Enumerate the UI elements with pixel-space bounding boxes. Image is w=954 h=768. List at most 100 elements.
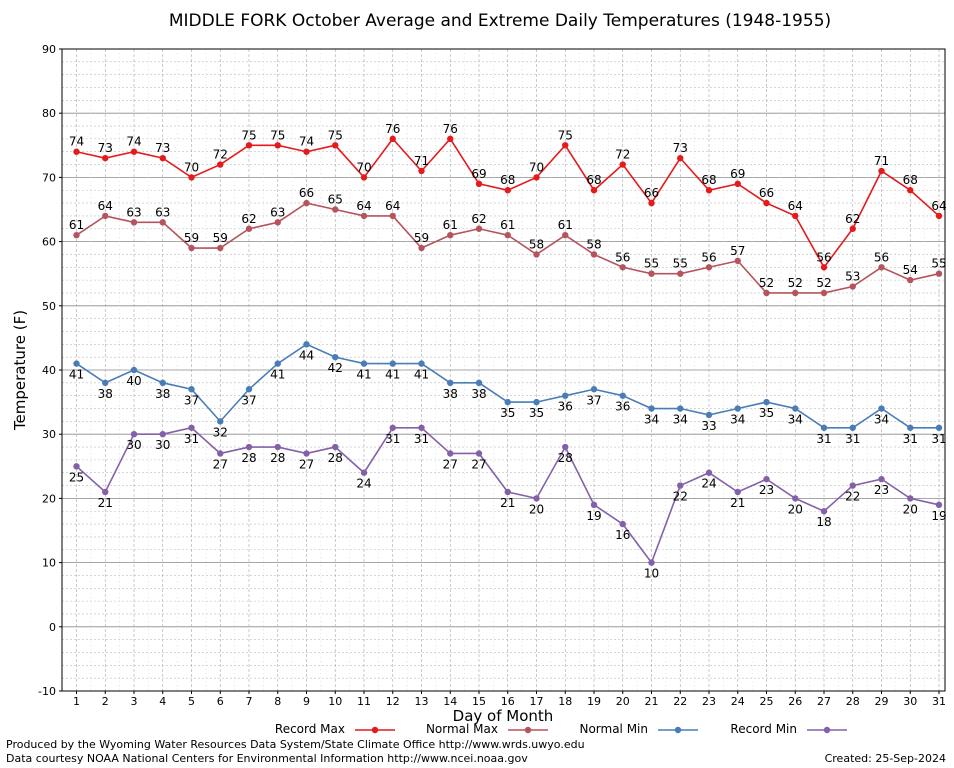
data-point-record-min	[935, 501, 943, 509]
x-tick-label: 15	[472, 695, 486, 708]
data-label-normal-max: 61	[69, 218, 84, 232]
data-label-normal-min: 37	[184, 393, 199, 407]
legend-marker-normal-max	[524, 726, 532, 734]
data-point-normal-max	[792, 289, 799, 297]
data-point-record-max	[447, 135, 454, 143]
x-tick-label: 14	[443, 695, 457, 708]
data-label-normal-max: 59	[184, 231, 199, 245]
data-point-normal-max	[217, 244, 224, 252]
data-label-normal-min: 35	[529, 406, 544, 420]
data-label-normal-max: 64	[385, 199, 400, 213]
x-tick-label: 24	[731, 695, 745, 708]
x-tick-label: 9	[303, 695, 310, 708]
data-label-normal-min: 36	[615, 400, 630, 414]
data-point-record-max	[590, 187, 598, 194]
data-label-record-min: 31	[414, 432, 429, 446]
data-label-normal-min: 37	[241, 393, 256, 407]
x-tick-label: 23	[702, 695, 716, 708]
data-point-normal-max	[533, 251, 540, 258]
data-point-record-max	[130, 148, 138, 155]
data-label-record-min: 20	[903, 502, 918, 516]
data-point-normal-min	[590, 386, 598, 393]
legend: Record Max Normal Max Normal Min Record Min	[275, 722, 847, 736]
data-label-record-min: 28	[241, 451, 256, 465]
series-normal-min: 41 38 40 38 37 32 37 41 44 42 41 41 41 38 38 35 35 36 37 36…	[69, 341, 947, 446]
data-point-normal-min	[475, 379, 483, 387]
data-point-record-min	[159, 431, 166, 438]
y-tick-label: 30	[42, 428, 56, 441]
data-point-record-min	[820, 508, 828, 515]
data-label-normal-max: 63	[155, 205, 170, 219]
data-label-record-min: 27	[471, 457, 486, 471]
data-label-normal-max: 52	[759, 276, 774, 290]
data-label-record-max: 68	[500, 173, 515, 187]
data-point-record-min	[332, 443, 339, 451]
data-label-record-min: 20	[529, 502, 544, 516]
data-point-normal-max	[245, 225, 253, 232]
data-point-normal-min	[648, 405, 655, 412]
data-label-normal-max: 64	[98, 199, 113, 213]
data-label-record-max: 70	[529, 160, 544, 174]
data-label-record-min: 24	[356, 477, 371, 491]
data-point-normal-min	[389, 360, 396, 367]
data-label-record-min: 28	[558, 451, 573, 465]
data-label-record-max: 64	[788, 199, 803, 213]
x-tick-label: 27	[817, 695, 831, 708]
data-point-record-max	[533, 174, 540, 181]
y-tick-label: 20	[42, 492, 56, 505]
data-label-record-max: 74	[69, 135, 84, 149]
data-point-record-max	[849, 225, 856, 232]
data-point-normal-max	[130, 219, 138, 226]
data-label-record-max: 72	[615, 148, 630, 162]
data-label-normal-min: 38	[443, 387, 458, 401]
x-tick-label: 1	[73, 695, 80, 708]
data-label-normal-max: 59	[414, 231, 429, 245]
data-label-record-max: 56	[816, 250, 831, 264]
data-label-normal-max: 58	[586, 237, 601, 251]
data-label-normal-min: 41	[270, 368, 285, 382]
data-point-record-min	[590, 501, 598, 509]
data-label-record-max: 73	[98, 141, 113, 155]
data-label-normal-max: 57	[730, 244, 745, 258]
data-label-normal-min: 34	[644, 413, 659, 427]
data-point-normal-max	[73, 231, 80, 239]
data-label-normal-max: 61	[558, 218, 573, 232]
data-label-normal-max: 52	[816, 276, 831, 290]
x-tick-label: 4	[159, 695, 166, 708]
data-point-record-min	[792, 495, 799, 502]
data-label-record-max: 75	[241, 128, 256, 142]
x-tick-label: 8	[274, 695, 281, 708]
data-label-record-max: 62	[845, 212, 860, 226]
data-label-normal-min: 31	[845, 432, 860, 446]
y-tick-label: 10	[42, 557, 56, 570]
data-label-record-min: 30	[155, 438, 170, 452]
x-tick-label: 30	[903, 695, 917, 708]
data-point-normal-max	[935, 270, 943, 277]
data-point-normal-min	[245, 386, 253, 393]
data-label-normal-max: 63	[126, 205, 141, 219]
data-label-normal-min: 37	[586, 393, 601, 407]
data-point-normal-max	[648, 270, 655, 277]
data-point-normal-max	[619, 264, 626, 271]
data-label-normal-max: 56	[615, 250, 630, 264]
data-label-record-min: 10	[644, 567, 659, 581]
data-point-record-max	[504, 187, 511, 194]
data-point-record-min	[389, 424, 396, 431]
data-label-record-max: 69	[730, 167, 745, 181]
data-label-record-max: 75	[558, 128, 573, 142]
data-label-record-min: 24	[701, 477, 716, 491]
data-point-record-min	[418, 424, 425, 431]
data-label-normal-max: 61	[443, 218, 458, 232]
data-point-record-max	[389, 135, 396, 143]
data-label-record-max: 73	[673, 141, 688, 155]
data-point-record-max	[648, 199, 655, 207]
data-label-record-max: 72	[213, 148, 228, 162]
data-point-record-max	[332, 142, 339, 149]
data-label-record-max: 73	[155, 141, 170, 155]
data-label-normal-min: 38	[98, 387, 113, 401]
data-label-record-max: 64	[931, 199, 946, 213]
data-point-normal-min	[159, 379, 166, 387]
data-label-record-max: 68	[701, 173, 716, 187]
data-point-record-min	[274, 443, 281, 451]
x-tick-label: 19	[587, 695, 601, 708]
